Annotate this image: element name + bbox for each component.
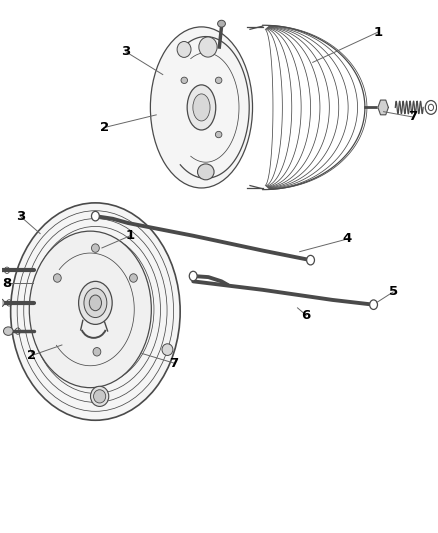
Ellipse shape	[215, 131, 222, 138]
Polygon shape	[378, 100, 389, 115]
Ellipse shape	[199, 37, 217, 57]
Text: 1: 1	[126, 229, 135, 242]
Text: 8: 8	[3, 277, 12, 290]
Circle shape	[189, 271, 197, 281]
Ellipse shape	[0, 298, 4, 307]
Ellipse shape	[11, 203, 180, 420]
Ellipse shape	[78, 281, 112, 325]
Ellipse shape	[53, 274, 61, 282]
Text: 7: 7	[169, 357, 178, 369]
Ellipse shape	[89, 295, 102, 311]
Text: 3: 3	[16, 209, 25, 223]
Ellipse shape	[150, 27, 253, 188]
Ellipse shape	[29, 231, 152, 387]
Ellipse shape	[181, 77, 187, 84]
Ellipse shape	[198, 164, 214, 180]
Text: 2: 2	[99, 121, 109, 134]
Text: 5: 5	[389, 286, 398, 298]
Circle shape	[370, 300, 378, 310]
Ellipse shape	[4, 327, 13, 335]
Circle shape	[92, 212, 99, 221]
Text: 2: 2	[27, 349, 36, 362]
Ellipse shape	[215, 77, 222, 84]
Ellipse shape	[218, 20, 226, 27]
Circle shape	[307, 255, 314, 265]
Ellipse shape	[93, 348, 101, 356]
Text: 7: 7	[408, 110, 417, 124]
Ellipse shape	[193, 94, 210, 121]
Ellipse shape	[91, 386, 109, 407]
Ellipse shape	[162, 344, 173, 356]
Ellipse shape	[92, 244, 99, 252]
Text: 6: 6	[302, 309, 311, 322]
Ellipse shape	[94, 390, 106, 403]
Ellipse shape	[177, 42, 191, 58]
Ellipse shape	[84, 288, 107, 318]
Text: 4: 4	[343, 232, 352, 245]
Text: 3: 3	[121, 45, 131, 58]
Ellipse shape	[0, 266, 2, 274]
Ellipse shape	[130, 274, 138, 282]
Text: 1: 1	[373, 26, 382, 38]
Ellipse shape	[187, 85, 216, 130]
